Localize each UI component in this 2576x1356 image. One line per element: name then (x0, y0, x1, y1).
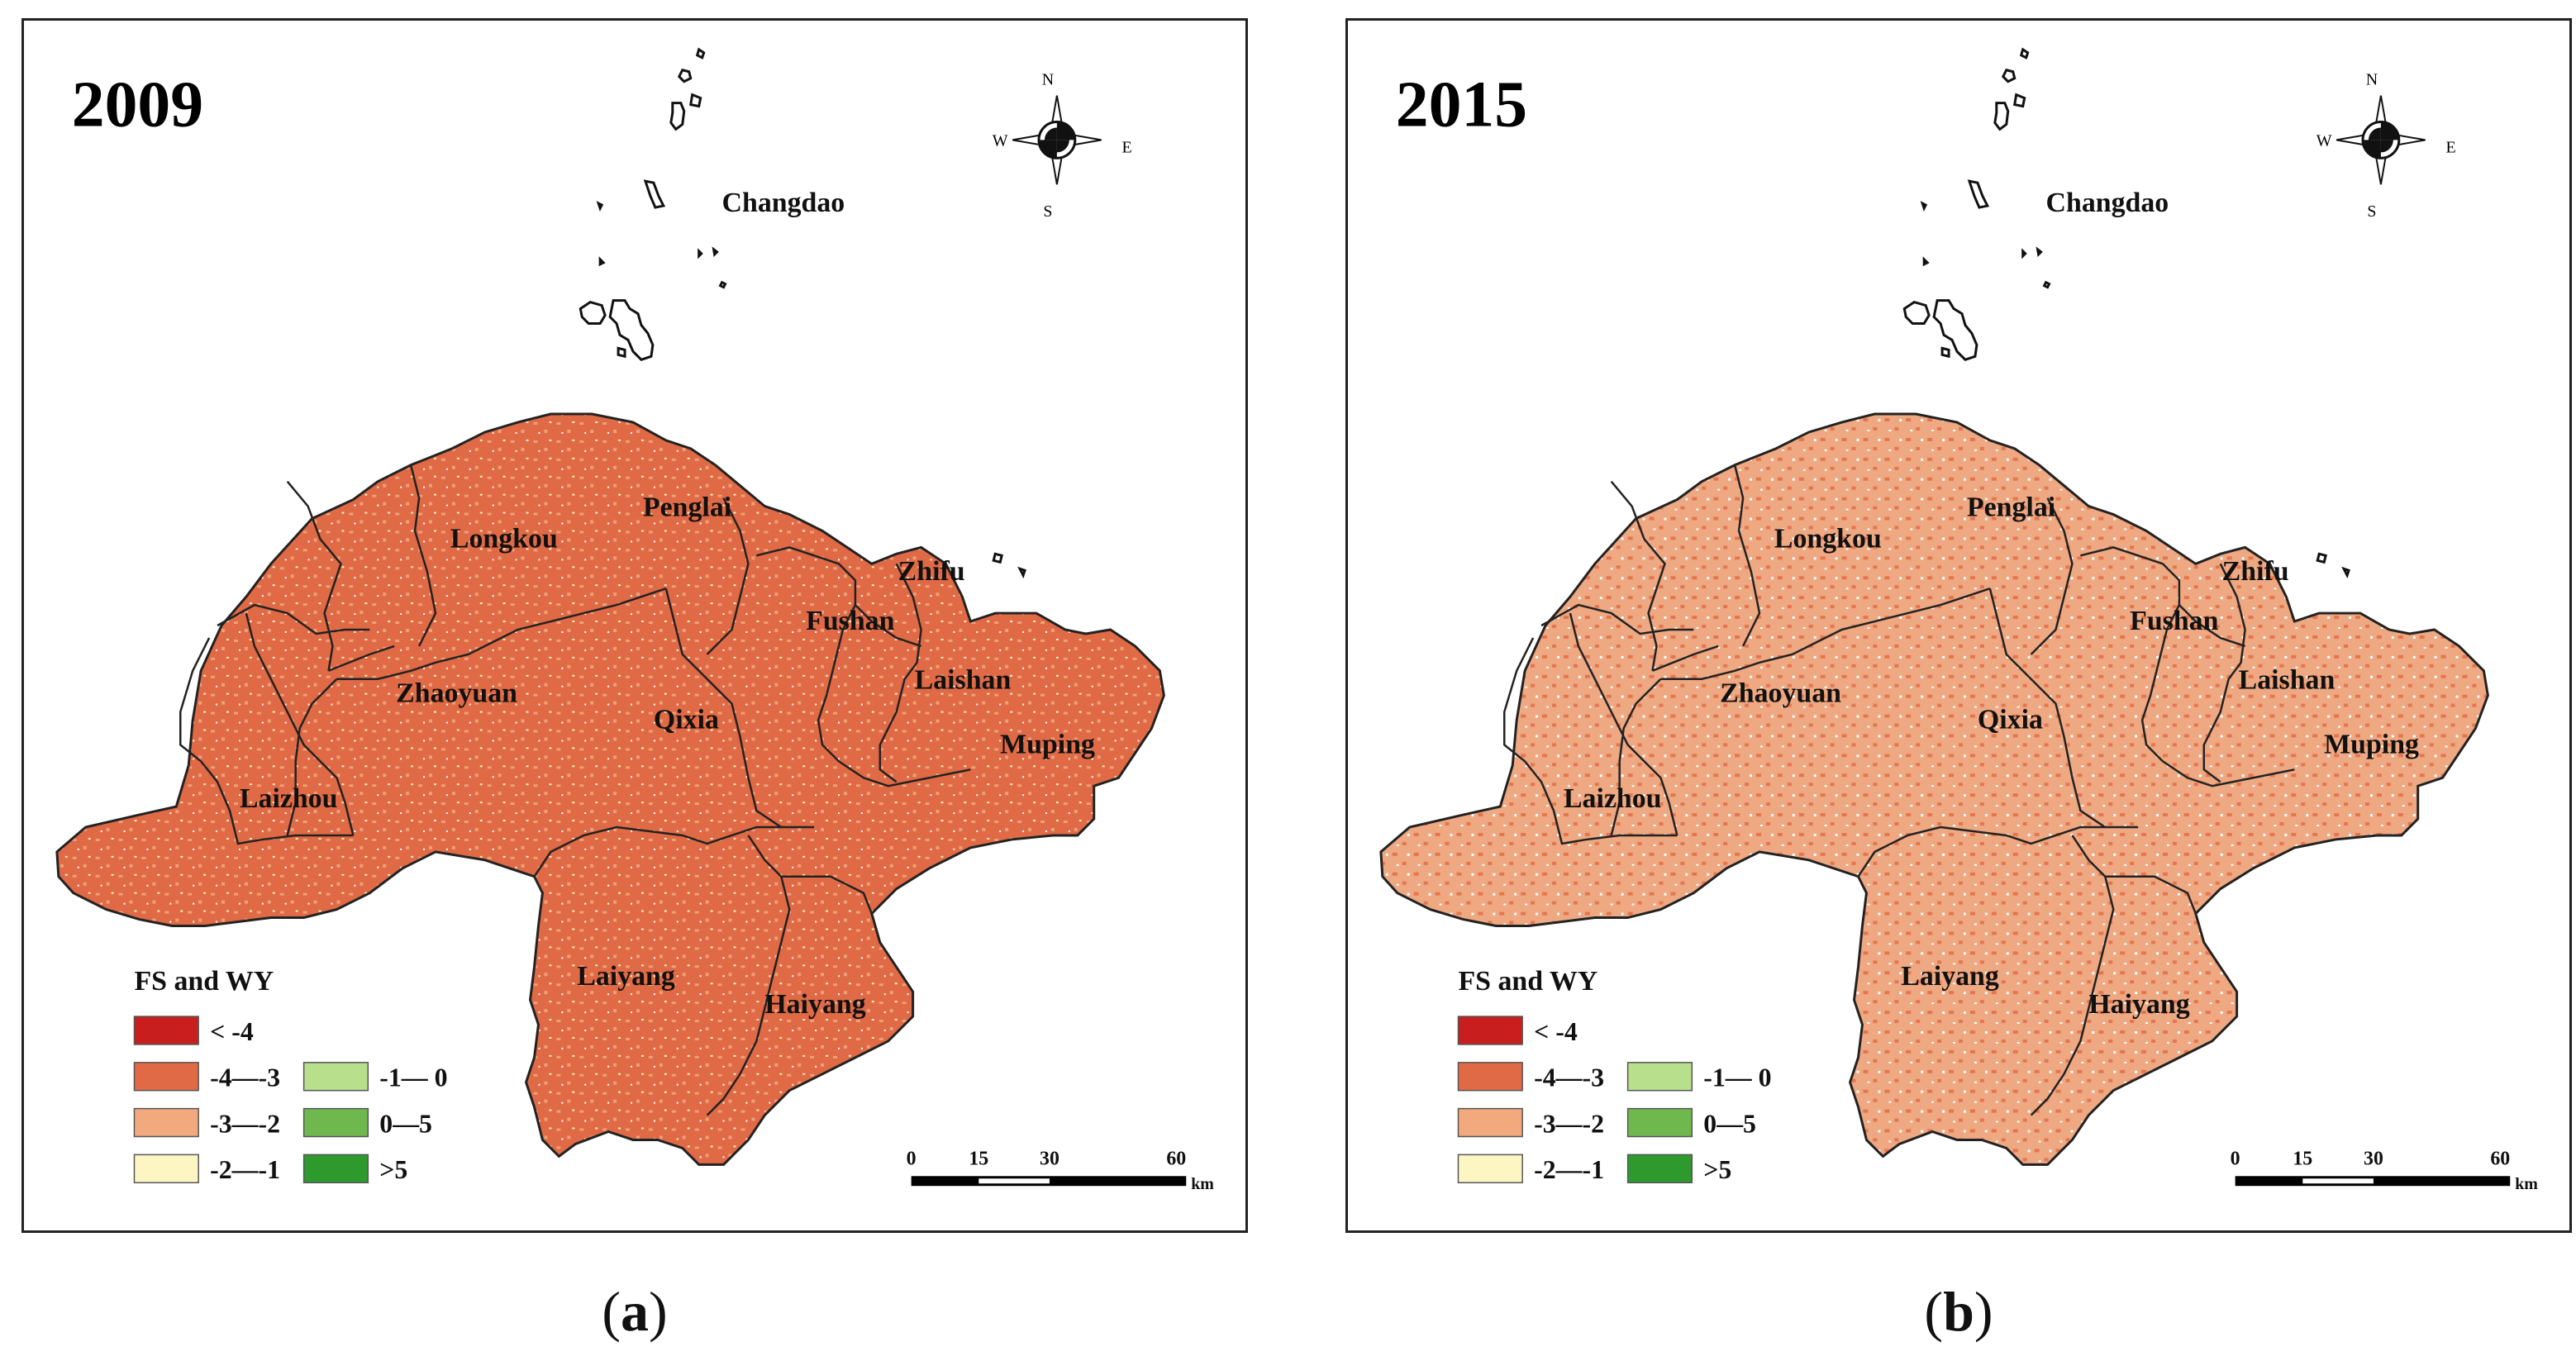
caption-letter: a (621, 1280, 649, 1343)
mainland-shape (57, 414, 1164, 1164)
compass-n-label: N (1042, 71, 1054, 89)
compass-e-label: E (2445, 138, 2455, 156)
legend-label: -3—-2 (210, 1109, 280, 1138)
compass-w-label: W (993, 131, 1008, 150)
region-labels: Changdao Longkou Penglai Zhifu Fushan La… (1564, 188, 2419, 1020)
compass-s-label: S (1043, 202, 1052, 221)
legend-label: -2—-1 (1534, 1155, 1604, 1184)
label-changdao: Changdao (722, 188, 845, 218)
compass-n-label: N (2366, 71, 2378, 89)
scale-tick-15: 15 (2293, 1148, 2312, 1169)
label-muping: Muping (1000, 729, 1095, 759)
legend-swatch (1626, 1154, 1693, 1183)
legend-title: FS and WY (1458, 966, 1598, 997)
year-title: 2015 (1396, 68, 1527, 140)
compass-e-label: E (1121, 138, 1131, 156)
legend-label: -3—-2 (1534, 1109, 1604, 1138)
label-longkou: Longkou (1774, 523, 1882, 554)
scale-tick-0: 0 (907, 1148, 917, 1169)
label-laishan: Laishan (2239, 665, 2336, 696)
legend-swatch (133, 1016, 199, 1045)
legend-label: -1— 0 (379, 1063, 447, 1092)
scale-tick-30: 30 (1040, 1148, 1059, 1169)
legend-swatch (1626, 1107, 1693, 1138)
scale-tick-0: 0 (2231, 1148, 2240, 1169)
legend-label: -4—-3 (1534, 1063, 1604, 1092)
legend-title: FS and WY (134, 966, 274, 997)
legend-swatch (302, 1107, 369, 1138)
legend-label: 0—5 (1703, 1109, 1756, 1138)
label-zhifu: Zhifu (2222, 556, 2289, 587)
label-haiyang: Haiyang (764, 989, 865, 1020)
map-canvas: 2015 N S W E Changdao Longkou Penglai Zh… (1348, 21, 2539, 1193)
region-labels: Changdao Longkou Penglai Zhifu Fushan La… (240, 188, 1095, 1020)
legend-label: >5 (379, 1155, 407, 1184)
label-laishan: Laishan (915, 665, 1012, 696)
legend-label: -2—-1 (210, 1155, 280, 1184)
scale-unit: km (1191, 1175, 1214, 1193)
label-zhifu: Zhifu (898, 556, 965, 587)
scale-tick-60: 60 (2490, 1148, 2510, 1169)
label-zhaoyuan: Zhaoyuan (396, 678, 517, 709)
scale-tick-30: 30 (2364, 1148, 2383, 1169)
scale-unit: km (2515, 1175, 2538, 1193)
legend-swatch (1457, 1062, 1523, 1092)
legend-swatch (133, 1107, 199, 1138)
legend: FS and WY < -4 -4—-3 -3—-2 -2—-1 -1— 0 0—5 >5 (133, 966, 448, 1184)
caption-letter: b (1943, 1280, 1974, 1343)
legend-label: < -4 (1534, 1017, 1578, 1046)
label-changdao: Changdao (2046, 188, 2169, 218)
map-panel-b: 2015 N S W E Changdao Longkou Penglai Zh… (1345, 18, 2572, 1233)
compass-s-label: S (2367, 202, 2376, 221)
label-haiyang: Haiyang (2088, 989, 2189, 1020)
scale-tick-60: 60 (1166, 1148, 1186, 1169)
label-fushan: Fushan (806, 606, 894, 636)
compass-w-label: W (2316, 131, 2332, 150)
legend-swatch (1457, 1107, 1523, 1138)
legend-label: >5 (1703, 1155, 1731, 1184)
label-muping: Muping (2324, 729, 2419, 759)
label-longkou: Longkou (450, 523, 558, 554)
legend-swatch (1626, 1062, 1693, 1092)
scale-bar: 0 15 30 60 km (2231, 1148, 2539, 1193)
scale-tick-15: 15 (969, 1148, 988, 1169)
legend-label: -4—-3 (210, 1063, 280, 1092)
label-qixia: Qixia (1978, 704, 2043, 735)
label-fushan: Fushan (2130, 606, 2218, 636)
legend-label: 0—5 (379, 1109, 432, 1138)
legend-swatch (1457, 1154, 1523, 1183)
map-canvas: 2009 N S W E Changdao Longkou Penglai Zh… (24, 21, 1215, 1193)
legend-swatch (302, 1154, 369, 1183)
compass-rose (2335, 94, 2427, 186)
label-penglai: Penglai (643, 492, 731, 523)
legend: FS and WY < -4 -4—-3 -3—-2 -2—-1 -1— 0 0—5 >5 (1457, 966, 1772, 1184)
compass-rose (1011, 94, 1103, 186)
label-zhaoyuan: Zhaoyuan (1720, 678, 1841, 709)
label-qixia: Qixia (654, 704, 719, 735)
label-laiyang: Laiyang (1901, 961, 1999, 992)
legend-swatch (133, 1154, 199, 1183)
legend-swatch (1457, 1016, 1523, 1045)
mainland-shape (1381, 414, 2488, 1164)
legend-swatch (302, 1062, 369, 1092)
label-laiyang: Laiyang (577, 961, 675, 992)
map-panel-a: 2009 N S W E Changdao Longkou Penglai Zh… (21, 18, 1248, 1233)
caption-a: (a) (602, 1280, 668, 1343)
legend-label: -1— 0 (1703, 1063, 1771, 1092)
legend-swatch (133, 1062, 199, 1092)
year-title: 2009 (72, 68, 203, 140)
label-penglai: Penglai (1967, 492, 2055, 523)
scale-bar: 0 15 30 60 km (907, 1148, 1215, 1193)
label-laizhou: Laizhou (1564, 783, 1662, 814)
label-laizhou: Laizhou (240, 783, 338, 814)
caption-b: (b) (1924, 1280, 1993, 1343)
legend-label: < -4 (210, 1017, 254, 1046)
